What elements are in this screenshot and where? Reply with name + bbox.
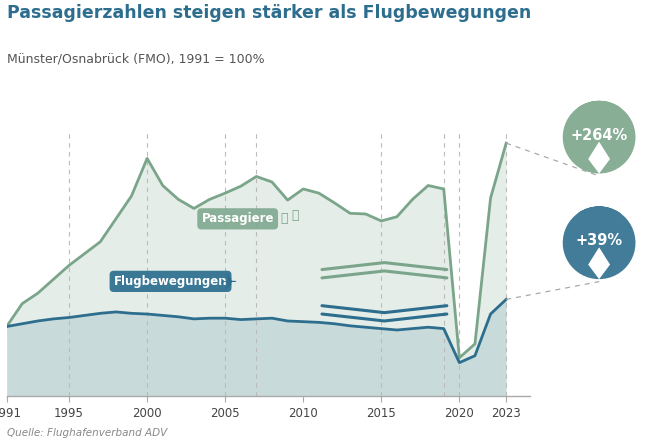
Text: Passagierzahlen steigen stärker als Flugbewegungen: Passagierzahlen steigen stärker als Flug…: [7, 4, 531, 22]
Text: +264%: +264%: [571, 128, 628, 143]
Text: 🧳: 🧳: [281, 213, 288, 225]
Text: 🚶: 🚶: [292, 209, 299, 222]
Text: Passagiere: Passagiere: [201, 213, 274, 225]
Text: ✈: ✈: [220, 273, 237, 293]
Text: Münster/Osnabrück (FMO), 1991 = 100%: Münster/Osnabrück (FMO), 1991 = 100%: [7, 53, 264, 66]
Text: +39%: +39%: [575, 234, 623, 249]
Text: Flugbewegungen: Flugbewegungen: [114, 275, 227, 288]
Text: Quelle: Flughafenverband ADV: Quelle: Flughafenverband ADV: [7, 428, 167, 438]
